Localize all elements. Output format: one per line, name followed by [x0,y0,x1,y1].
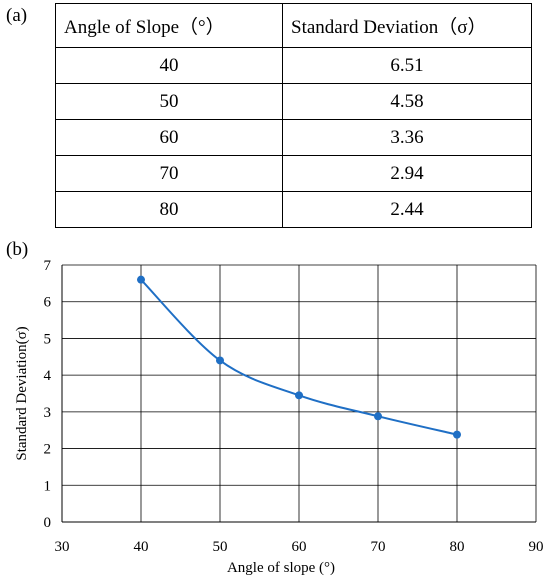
x-tick-label: 30 [55,539,70,555]
slope-deviation-table: Angle of Slope（°） Standard Deviation（σ） … [55,3,532,228]
x-tick-label: 50 [213,539,228,555]
y-tick-label: 5 [44,331,52,347]
y-axis-label: Standard Deviation(σ) [14,326,30,460]
table-row: 80 2.44 [55,191,532,228]
header-angle-of-slope: Angle of Slope（°） [55,3,283,48]
y-tick-label: 7 [44,258,52,274]
data-point [295,391,303,400]
y-tick-label: 2 [44,442,52,458]
chart-labels: 0 1 2 3 4 5 6 7 30 40 50 60 70 80 90 Angle of slope (°)… [14,258,544,576]
chart-series [137,275,461,439]
data-point [374,412,382,421]
data-point [216,356,224,365]
table-cell-deviation: 4.58 [282,83,532,120]
table-cell-deviation: 6.51 [282,47,532,84]
table-cell-angle: 60 [55,119,283,156]
table-cell-deviation: 3.36 [282,119,532,156]
x-tick-label: 90 [529,539,544,555]
y-tick-label: 6 [44,295,52,311]
header-standard-deviation: Standard Deviation（σ） [282,3,532,48]
table-row: 70 2.94 [55,155,532,192]
table-cell-angle: 50 [55,83,283,120]
table-cell-angle: 80 [55,191,283,228]
table-row: 40 6.51 [55,47,532,84]
x-axis-label: Angle of slope (°) [227,560,335,576]
x-tick-label: 40 [134,539,149,555]
table-cell-angle: 70 [55,155,283,192]
y-tick-label: 3 [44,405,52,421]
y-tick-label: 4 [44,368,52,384]
table-cell-deviation: 2.44 [282,191,532,228]
x-tick-label: 70 [371,539,386,555]
data-point [137,275,145,284]
table-cell-deviation: 2.94 [282,155,532,192]
panel-a-label: (a) [6,5,28,26]
data-point [453,430,461,439]
table-cell-angle: 40 [55,47,283,84]
panel-b-label: (b) [6,239,29,260]
table-row: 50 4.58 [55,83,532,120]
chart-axes [61,265,536,523]
table-row: 60 3.36 [55,119,532,156]
y-tick-label: 1 [44,478,52,494]
x-tick-label: 80 [450,539,465,555]
line-chart: 0 1 2 3 4 5 6 7 30 40 50 60 70 80 90 Angle of slope (°)… [14,258,544,576]
table-header-row: Angle of Slope（°） Standard Deviation（σ） [55,3,532,48]
y-tick-label: 0 [44,515,52,531]
x-tick-label: 60 [292,539,307,555]
